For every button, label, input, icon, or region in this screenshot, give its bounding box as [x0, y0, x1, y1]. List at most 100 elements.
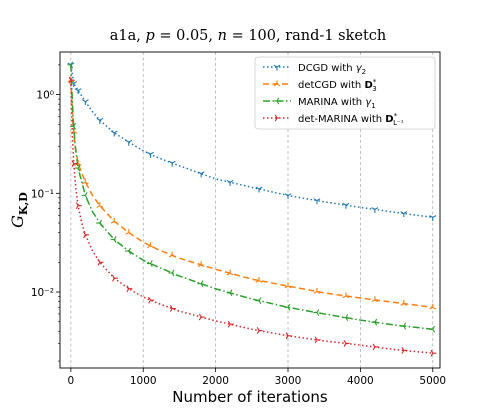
series-marker	[400, 322, 407, 330]
series-marker	[168, 269, 175, 277]
series-detcgd-with-d3-	[67, 76, 437, 310]
series-marker	[429, 303, 437, 310]
series-marker	[70, 122, 77, 130]
series-marker	[169, 305, 176, 312]
legend-label-text: DCGD with	[298, 63, 356, 74]
series-marina-with-1	[67, 61, 436, 333]
series-marker	[342, 314, 349, 322]
title-n-value: = 100, rand-1 sketch	[227, 28, 386, 44]
series-marker	[147, 151, 154, 158]
legend-label-subscript: 2	[362, 68, 366, 76]
legend-label-superscript: *	[373, 78, 377, 86]
series-marker	[284, 303, 291, 311]
series-marker	[343, 340, 350, 347]
chart-title: a1a, p = 0.05, n = 100, rand-1 sketch	[110, 28, 387, 44]
series-marker	[125, 228, 133, 235]
title-dataset: a1a,	[110, 28, 146, 44]
legend-label: detCGD with D* 3	[298, 78, 377, 93]
series-marker	[81, 99, 89, 106]
legend-label: DCGD with γ2	[298, 63, 366, 76]
legend-marker	[274, 114, 281, 122]
series-marker	[96, 117, 104, 124]
series-marker	[197, 261, 205, 268]
legend-label-subscript: 1	[371, 102, 375, 110]
series-marker	[256, 327, 263, 334]
series-marker	[74, 164, 81, 172]
series-marker	[110, 217, 118, 224]
legend-label-subscript: 3	[372, 85, 376, 93]
legend-label-symbol: D	[385, 114, 393, 125]
series-marker	[83, 231, 89, 239]
series-marker	[112, 274, 118, 282]
legend-marker	[273, 97, 280, 105]
series-marker	[81, 192, 88, 199]
series-layer	[67, 61, 437, 357]
series-marker	[198, 313, 205, 321]
plot-frame	[59, 51, 441, 369]
series-marker	[313, 198, 321, 205]
series-marker	[401, 347, 408, 354]
title-n-symbol: n	[218, 28, 227, 44]
x-axis-label: Number of iterations	[172, 388, 328, 406]
series-marker	[313, 309, 320, 317]
legend-label-text: detCGD with	[298, 80, 364, 91]
y-axis-label: GK,D	[8, 192, 30, 228]
series-marker	[342, 202, 350, 209]
legend-label: det-MARINA with D* L⁻¹	[298, 112, 404, 127]
legend-label-text: det-MARINA with	[298, 114, 385, 125]
series-marker	[371, 318, 378, 326]
series-marker	[255, 297, 262, 305]
series-marker	[400, 211, 408, 218]
series-marker	[168, 160, 176, 167]
series-marker	[146, 260, 153, 267]
series-marker	[125, 139, 133, 146]
legend-entry: det-MARINA with D* L⁻¹	[263, 112, 404, 127]
legend-label-text: MARINA with	[298, 97, 365, 108]
legend-label-subscript: L⁻¹	[393, 119, 404, 127]
series-marker	[284, 282, 292, 289]
legend-entry: DCGD with γ2	[263, 63, 366, 76]
series-marker	[314, 336, 321, 344]
legend-label: MARINA with γ1	[298, 97, 376, 110]
legend-entry: MARINA with γ1	[263, 97, 376, 110]
legend-label-symbol: γ	[365, 97, 372, 108]
series-marker	[168, 251, 176, 258]
x-tick-label: 4000	[347, 375, 374, 387]
x-tick-label: 0	[68, 375, 75, 387]
series-marker	[255, 186, 263, 193]
series-marker	[227, 320, 234, 328]
x-tick-label: 5000	[419, 375, 446, 387]
series-marker	[147, 242, 154, 249]
legend-box	[254, 56, 436, 130]
series-det-marina-with-d-l-1-	[68, 76, 437, 357]
series-marker	[400, 300, 408, 306]
axis-ticks: 0 1000 2000 3000 4000 5000 10⁻² 10⁻¹ 10⁰	[31, 64, 446, 387]
series-marker	[313, 287, 321, 294]
series-marker	[197, 280, 204, 288]
x-tick-label: 3000	[275, 375, 302, 387]
series-marker	[197, 171, 205, 178]
series-marker	[71, 160, 78, 167]
series-marker	[148, 296, 155, 304]
series-dcgd-with-2	[67, 62, 437, 222]
series-marker	[75, 202, 82, 210]
legend-marker	[273, 64, 281, 71]
series-marker	[67, 61, 74, 69]
y-axis-label-main: G	[8, 215, 27, 228]
x-tick-label: 2000	[202, 375, 229, 387]
legend-entry: detCGD with D* 3	[263, 78, 377, 93]
series-marker	[255, 276, 263, 283]
series-marker	[81, 178, 89, 185]
series-marker	[226, 269, 234, 276]
x-tick-label: 1000	[130, 375, 157, 387]
series-marker	[372, 343, 379, 351]
series-marker	[284, 193, 292, 200]
series-marker	[126, 285, 133, 293]
series-marker	[226, 179, 234, 186]
series-marker	[96, 202, 104, 208]
series-marker	[429, 325, 436, 333]
series-marker	[110, 236, 117, 243]
series-marker	[68, 76, 75, 84]
